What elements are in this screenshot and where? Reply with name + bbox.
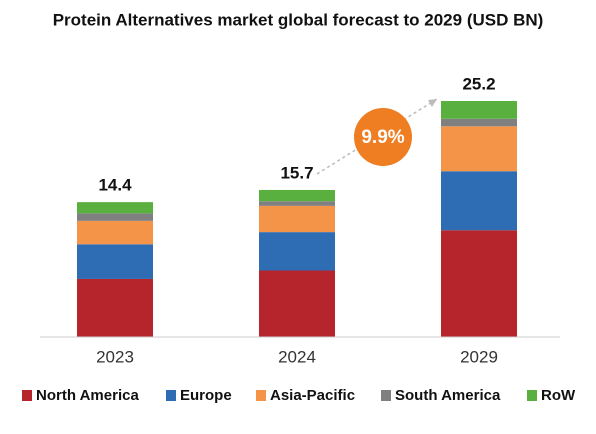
- bar-segment: [259, 232, 335, 271]
- bar-segment: [259, 270, 335, 337]
- x-tick-label: 2024: [278, 347, 316, 366]
- legend-swatch: [527, 390, 537, 401]
- bar-segment: [77, 213, 153, 221]
- x-tick-label: 2029: [460, 347, 498, 366]
- bar-segment: [259, 189, 335, 202]
- cagr-label: 9.9%: [361, 127, 404, 148]
- x-tick-label: 2023: [96, 347, 134, 366]
- legend-swatch: [381, 390, 391, 401]
- legend-label: Europe: [180, 387, 232, 404]
- bar-segment: [441, 118, 517, 127]
- legend-label: North America: [36, 387, 139, 404]
- bar-segment: [441, 126, 517, 172]
- bar-segment: [259, 201, 335, 206]
- legend-swatch: [166, 390, 176, 401]
- total-label: 14.4: [98, 176, 132, 195]
- bar-segment: [441, 230, 517, 337]
- bar-segment: [77, 244, 153, 279]
- chart-title: Protein Alternatives market global forec…: [53, 10, 544, 29]
- legend-swatch: [256, 390, 266, 401]
- bar-segment: [259, 205, 335, 233]
- bar-segment: [441, 171, 517, 231]
- bar-segment: [77, 220, 153, 245]
- legend-swatch: [22, 390, 32, 401]
- legend-label: Asia-Pacific: [270, 387, 355, 404]
- total-label: 15.7: [280, 163, 313, 182]
- legend-label: South America: [395, 387, 501, 404]
- total-label: 25.2: [462, 74, 495, 93]
- arrow-head: [428, 99, 437, 107]
- bar-segment: [441, 101, 517, 119]
- legend-label: RoW: [541, 387, 576, 404]
- cagr-badge: [354, 108, 412, 166]
- bar-segment: [77, 202, 153, 214]
- bar-segment: [77, 278, 153, 337]
